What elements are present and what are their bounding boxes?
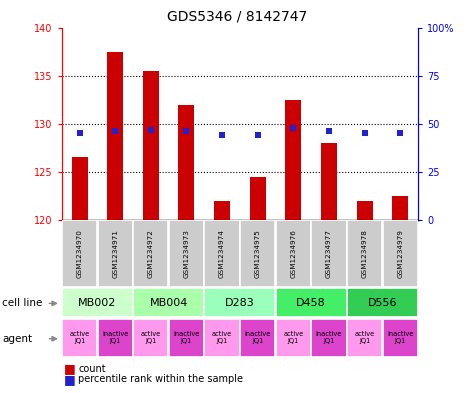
Bar [72,158,87,220]
Bar [382,220,418,287]
Bar [240,319,276,357]
Bar [133,220,169,287]
Text: GSM1234974: GSM1234974 [219,229,225,278]
Text: MB004: MB004 [150,298,188,308]
Text: GSM1234973: GSM1234973 [183,229,190,278]
Bar [347,288,418,317]
Bar [276,319,311,357]
Bar [133,319,169,357]
Bar [214,201,230,220]
Point [147,127,155,133]
Bar [250,177,266,220]
Text: agent: agent [2,334,32,344]
Text: MB002: MB002 [78,298,116,308]
Text: GSM1234979: GSM1234979 [397,229,403,278]
Bar [143,71,159,220]
Text: inactive
JQ1: inactive JQ1 [245,331,271,345]
Bar [169,220,204,287]
Bar [204,288,276,317]
Text: inactive
JQ1: inactive JQ1 [387,331,413,345]
Text: GSM1234972: GSM1234972 [148,229,154,278]
Text: ■: ■ [64,373,76,386]
Text: D283: D283 [225,298,255,308]
Bar [382,319,418,357]
Bar [276,288,347,317]
Text: active
JQ1: active JQ1 [141,331,161,345]
Bar [392,196,408,220]
Bar [357,201,372,220]
Point [76,130,84,136]
Bar [179,105,194,220]
Text: GSM1234971: GSM1234971 [112,229,118,278]
Text: inactive
JQ1: inactive JQ1 [316,331,342,345]
Bar [204,319,240,357]
Bar [311,319,347,357]
Text: active
JQ1: active JQ1 [69,331,90,345]
Text: active
JQ1: active JQ1 [283,331,304,345]
Point [182,129,190,135]
Bar [285,100,301,220]
Bar [347,319,382,357]
Text: GSM1234975: GSM1234975 [255,229,261,278]
Text: active
JQ1: active JQ1 [354,331,375,345]
Bar [321,143,337,220]
Text: GSM1234978: GSM1234978 [361,229,368,278]
Point [218,132,226,138]
Text: ■: ■ [64,362,76,375]
Text: D556: D556 [368,298,397,308]
Bar [311,220,347,287]
Bar [276,220,311,287]
Bar [62,288,133,317]
Point [361,130,369,136]
Bar [240,220,276,287]
Text: inactive
JQ1: inactive JQ1 [102,331,128,345]
Text: percentile rank within the sample: percentile rank within the sample [78,374,243,384]
Bar [62,319,97,357]
Point [396,130,404,136]
Text: GSM1234970: GSM1234970 [76,229,83,278]
Bar [107,51,123,220]
Bar [169,319,204,357]
Bar [204,220,240,287]
Text: cell line: cell line [2,298,43,309]
Text: GDS5346 / 8142747: GDS5346 / 8142747 [167,10,308,24]
Text: count: count [78,364,106,374]
Text: active
JQ1: active JQ1 [212,331,232,345]
Bar [133,288,204,317]
Text: GSM1234977: GSM1234977 [326,229,332,278]
Point [254,132,261,138]
Bar [97,220,133,287]
Bar [97,319,133,357]
Text: D458: D458 [296,298,326,308]
Point [289,125,297,131]
Point [325,129,332,135]
Point [111,129,119,135]
Text: GSM1234976: GSM1234976 [290,229,296,278]
Text: inactive
JQ1: inactive JQ1 [173,331,200,345]
Bar [62,220,97,287]
Bar [347,220,382,287]
